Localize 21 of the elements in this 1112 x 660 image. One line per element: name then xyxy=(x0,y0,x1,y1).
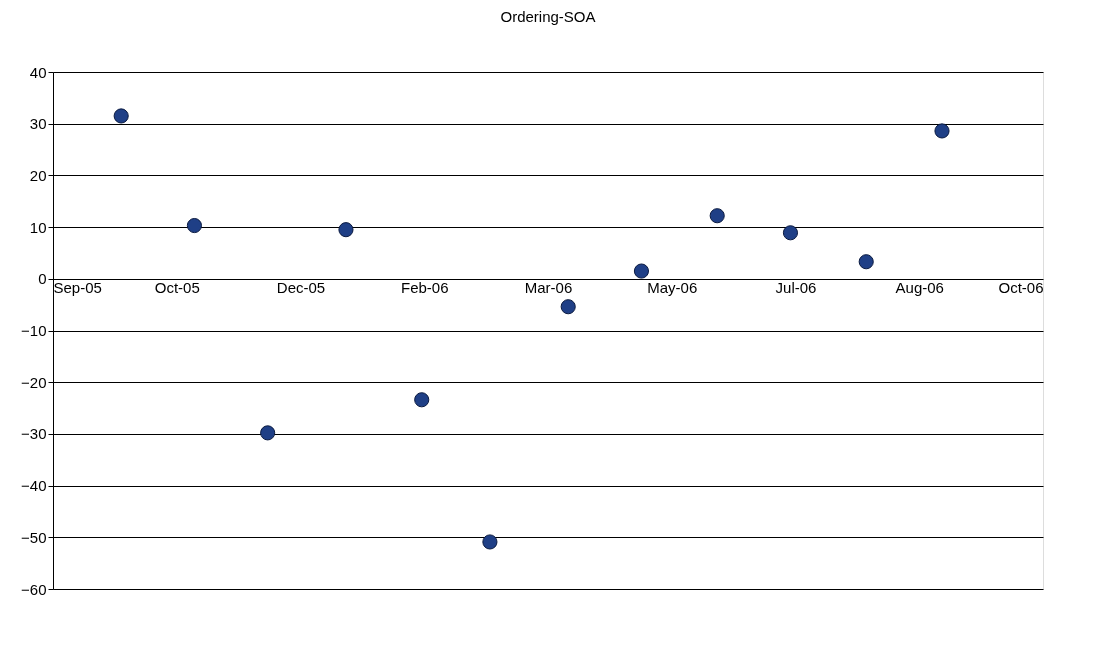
y-tick-label: 0 xyxy=(38,270,47,288)
y-tick-label: 40 xyxy=(29,63,47,81)
x-tick-label: Sep-05 xyxy=(53,279,102,297)
x-tick-label: Feb-06 xyxy=(400,279,449,297)
x-tick-label: Mar-06 xyxy=(524,279,573,297)
x-tick-label: Jul-06 xyxy=(775,279,817,297)
y-tick-label: −60 xyxy=(21,580,47,598)
y-tick-label: −30 xyxy=(21,425,47,443)
x-tick-label: Aug-06 xyxy=(895,279,944,297)
x-tick-label: Dec-05 xyxy=(276,279,326,297)
chart-title: Ordering-SOA xyxy=(500,8,596,25)
y-tick-label: −50 xyxy=(21,528,47,546)
y-tick-label: 30 xyxy=(29,115,47,133)
y-tick-label: 10 xyxy=(29,218,47,236)
y-tick-label: −10 xyxy=(21,322,47,339)
x-tick-label: Oct-05 xyxy=(154,279,200,297)
y-tick-label: −20 xyxy=(21,373,47,391)
x-tick-label: Oct-06 xyxy=(998,279,1044,297)
x-tick-label: May-06 xyxy=(647,279,698,297)
y-tick-label: −40 xyxy=(21,477,47,495)
y-tick-label: 20 xyxy=(29,166,47,184)
